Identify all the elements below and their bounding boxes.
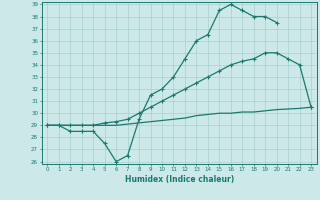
X-axis label: Humidex (Indice chaleur): Humidex (Indice chaleur) (124, 175, 234, 184)
